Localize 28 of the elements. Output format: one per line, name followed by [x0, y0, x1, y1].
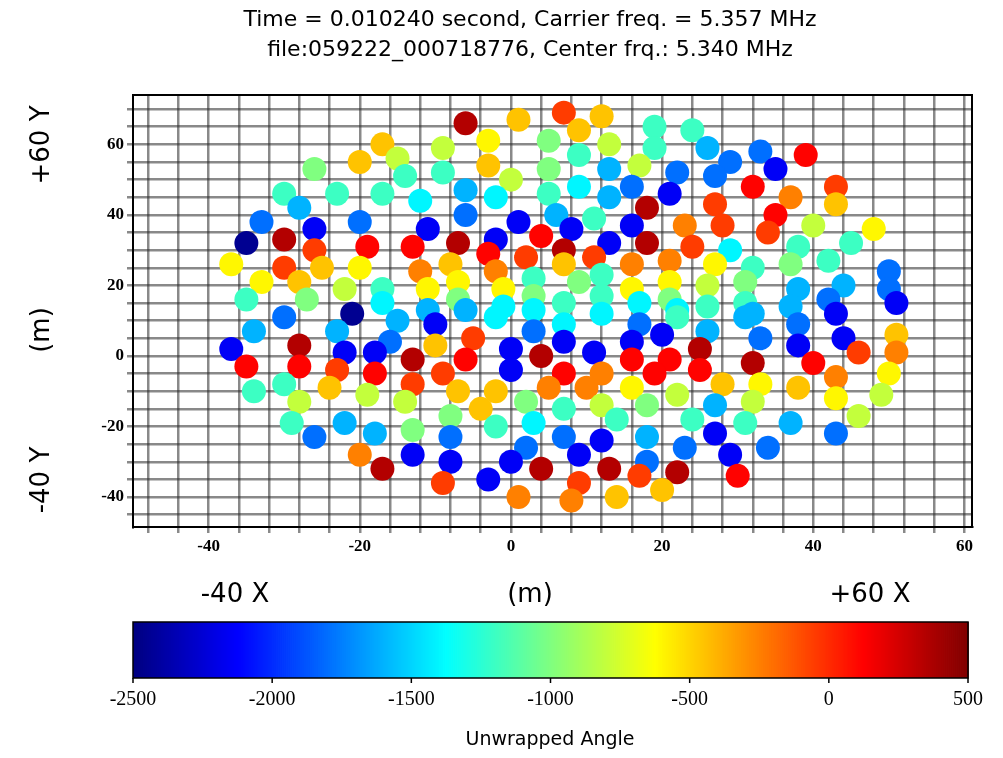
y-tick-label: 0 — [115, 345, 124, 365]
y-axis-title: (m) — [24, 307, 55, 353]
y-tick-label: -20 — [101, 415, 124, 435]
color-bar-label: 0 — [823, 687, 834, 710]
x-tick-label: 40 — [804, 535, 822, 555]
x-tick-label: 60 — [955, 535, 973, 555]
x-axis-title: (m) — [507, 577, 553, 608]
text: -40 Y — [24, 446, 55, 514]
chart-subtitle: file:059222_000718776, Center frq.: 5.340 MHz — [267, 35, 793, 62]
color-bar-label: 500 — [953, 687, 983, 710]
text: +60 X — [829, 577, 911, 608]
y-tick-label: 20 — [107, 274, 124, 294]
chart-title: Time = 0.010240 second, Carrier freq. = 5.357 MHz — [242, 5, 817, 31]
y-tick-label: 60 — [107, 133, 124, 153]
x-tick-label: -40 — [197, 535, 220, 555]
color-bar-label: -1000 — [527, 687, 574, 710]
x-tick-label: 0 — [506, 535, 516, 555]
y-tick-label: 40 — [107, 204, 124, 224]
color-bar-label: -2500 — [109, 687, 157, 710]
text: -40 X — [200, 577, 270, 608]
x-tick-label: 20 — [653, 535, 671, 555]
color-bar-label: -500 — [671, 687, 708, 710]
text: +60 Y — [24, 105, 55, 185]
color-bar-label: -2000 — [248, 687, 296, 710]
color-bar-label: -1500 — [388, 687, 435, 710]
x-tick-label: -20 — [348, 535, 372, 555]
y-tick-label: -40 — [101, 486, 124, 506]
color-bar-title: Unwrapped Angle — [465, 726, 635, 749]
